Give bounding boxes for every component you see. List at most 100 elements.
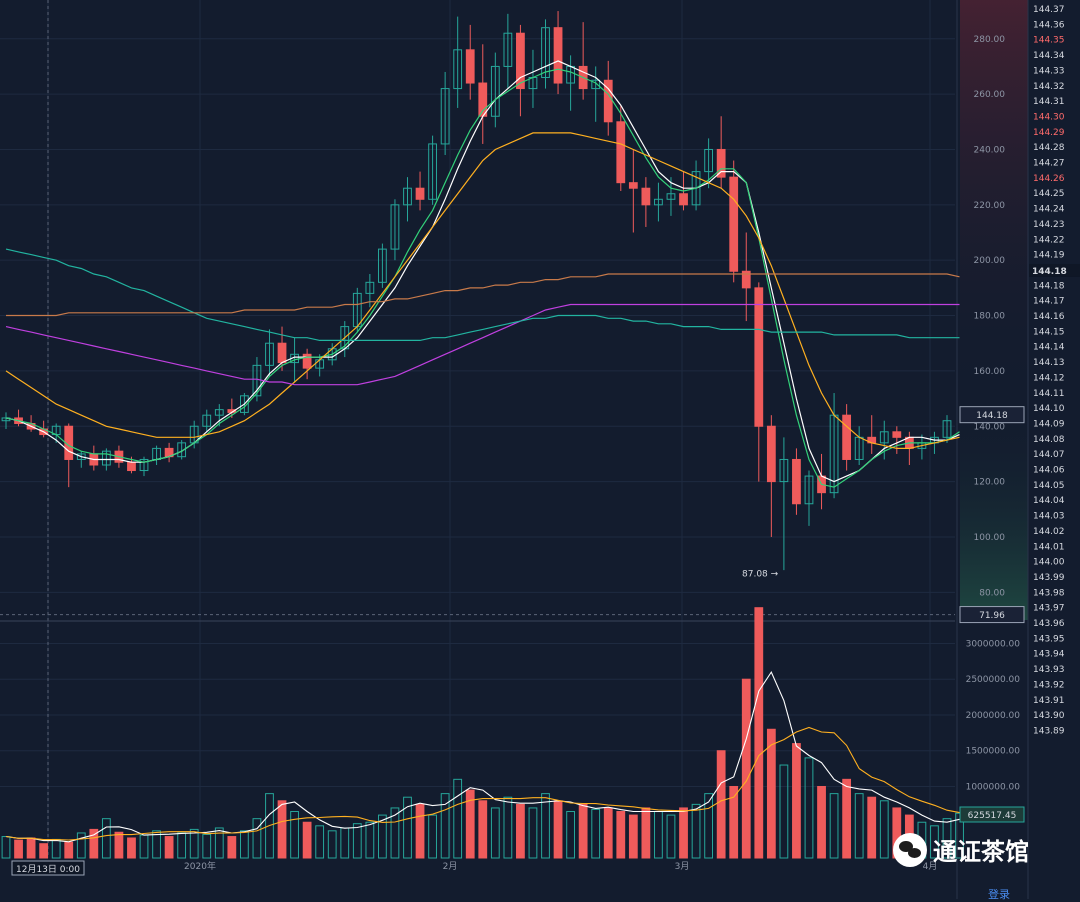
right-scale-label: 144.16 <box>1033 312 1065 322</box>
right-scale-label: 144.08 <box>1033 435 1065 445</box>
right-scale-label: 143.95 <box>1033 634 1065 644</box>
login-link[interactable]: 登录 <box>988 888 1010 901</box>
volume-bar <box>101 818 111 859</box>
volume-bar <box>265 793 274 859</box>
volume-tick-label: 3000000.00 <box>966 639 1021 649</box>
volume-bar <box>478 800 488 859</box>
volume-tick-label: 2000000.00 <box>966 711 1021 721</box>
right-scale-label: 143.96 <box>1033 619 1065 629</box>
volume-current-label: 625517.45 <box>968 811 1017 821</box>
volume-axis: 1000000.00 1500000.00 2000000.00 2500000.00… <box>966 639 1021 792</box>
volume-bar <box>603 807 613 859</box>
volume-bar <box>453 778 463 859</box>
volume-bar <box>239 830 249 859</box>
candle-body <box>641 187 651 206</box>
time-tick-label: 3月 <box>675 861 690 872</box>
right-scale-label: 143.90 <box>1033 711 1065 721</box>
grid-lines <box>0 0 1029 899</box>
right-price-scale[interactable]: 144.37 144.36 144.35 144.34 144.33 144.32 144.… <box>1029 5 1080 736</box>
candle-body <box>127 461 136 472</box>
price-tick-label: 160.00 <box>974 367 1006 377</box>
volume-bar <box>528 807 538 859</box>
volume-bar <box>26 837 36 859</box>
right-scale-label: 144.11 <box>1033 389 1065 399</box>
right-scale-label: 144.34 <box>1033 51 1065 61</box>
candle-body <box>591 79 601 90</box>
volume-bar <box>39 843 49 859</box>
right-scale-label: 144.14 <box>1033 343 1065 353</box>
crosshair-time-box <box>11 860 85 876</box>
volume-bar <box>503 796 513 859</box>
moving-average-line <box>5 132 960 449</box>
volume-bar <box>214 827 224 859</box>
candle-body <box>277 342 287 364</box>
candle-body <box>239 395 249 413</box>
volume-bar <box>64 841 74 859</box>
volume-bar <box>252 818 262 859</box>
volume-bar <box>704 793 714 859</box>
volume-bar <box>591 808 601 859</box>
moving-average-line <box>5 68 960 488</box>
price-tick-label: 80.00 <box>979 588 1005 598</box>
right-scale-label: 144.09 <box>1033 419 1065 429</box>
candle-body <box>76 453 86 460</box>
right-scale-label: 144.12 <box>1033 373 1065 383</box>
right-scale-label: 143.99 <box>1033 573 1065 583</box>
volume-bar <box>566 811 575 859</box>
volume-bar <box>340 827 350 859</box>
volume-bar <box>792 743 801 859</box>
right-scale-current-box <box>1029 263 1080 277</box>
candle-body <box>704 148 714 173</box>
price-tick-label: 120.00 <box>974 478 1006 488</box>
volume-bar <box>51 838 61 859</box>
moving-average-line <box>5 303 960 386</box>
right-scale-label: 144.22 <box>1033 235 1065 245</box>
candle-body <box>553 27 563 84</box>
right-scale-label: 144.27 <box>1033 159 1065 169</box>
candle-body <box>440 88 450 145</box>
min-price-marker: 87.08 → <box>742 570 779 580</box>
price-tick-label: 220.00 <box>974 201 1006 211</box>
volume-bars <box>1 607 964 859</box>
candle-body <box>503 32 513 67</box>
price-axis: 80.00 100.00 120.00 140.00 160.00 180.00 200.0… <box>974 35 1006 599</box>
right-scale-label: 144.00 <box>1033 558 1065 568</box>
volume-bar <box>716 750 726 859</box>
candle-body <box>365 281 375 294</box>
current-price-label: 144.18 <box>976 411 1008 421</box>
candle-body <box>403 187 412 206</box>
volume-bar <box>691 803 701 859</box>
right-scale-label: 144.26 <box>1033 174 1065 184</box>
candle-body <box>302 353 312 369</box>
candle-body <box>541 27 550 79</box>
watermark: 通证茶馆 <box>893 832 1029 867</box>
time-tick-label: 2月 <box>443 861 458 872</box>
volume-bar <box>352 823 362 859</box>
volume-bar <box>516 803 525 859</box>
right-scale-label: 144.33 <box>1033 66 1065 76</box>
volume-bar <box>365 821 375 859</box>
right-scale-label: 144.30 <box>1033 112 1065 122</box>
volume-bar <box>628 814 638 859</box>
price-tick-label: 200.00 <box>974 256 1006 266</box>
volume-bar <box>139 834 149 859</box>
right-scale-label: 144.29 <box>1033 128 1065 138</box>
candle-body <box>754 287 764 427</box>
candle-body <box>741 270 751 289</box>
candle-body <box>101 450 111 466</box>
price-tick-label: 180.00 <box>974 312 1006 322</box>
volume-bar <box>654 811 663 859</box>
right-scale-label: 144.01 <box>1033 542 1065 552</box>
volume-bar <box>440 793 450 859</box>
volume-bar <box>76 832 86 859</box>
candle-body <box>415 187 425 200</box>
volume-bar <box>415 803 425 859</box>
right-scale-label: 144.03 <box>1033 512 1065 522</box>
candle-body <box>378 248 387 283</box>
right-scale-label: 144.32 <box>1033 82 1065 92</box>
right-scale-label: 143.93 <box>1033 665 1065 675</box>
volume-bar <box>553 800 563 859</box>
chart-overlay: 87.08 → 71.96 144.18 625517.45 <box>742 406 1025 823</box>
crosshair-time-label: 12月13日 0:00 <box>16 864 80 875</box>
